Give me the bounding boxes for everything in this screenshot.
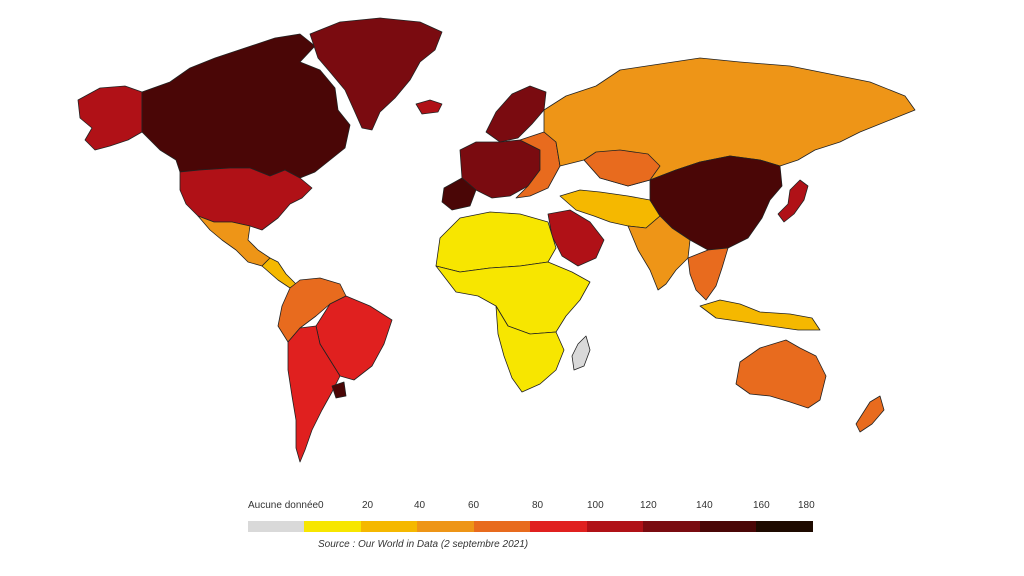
legend-swatch-5 — [586, 521, 643, 532]
region-iberia — [441, 177, 477, 211]
legend-tick-label: 40 — [414, 500, 426, 511]
legend-tick-label: 60 — [468, 500, 480, 511]
legend-swatch-7 — [699, 521, 756, 532]
legend-swatch-8 — [756, 521, 813, 532]
region-uruguay — [331, 381, 347, 399]
region-iceland — [415, 99, 443, 115]
region-indonesia — [699, 299, 821, 331]
legend-swatch-0 — [304, 521, 361, 532]
legend-swatch-6 — [643, 521, 700, 532]
region-scandinavia — [485, 85, 547, 143]
region-north-africa — [435, 211, 557, 273]
region-australia — [735, 339, 827, 409]
region-chile-argentina — [287, 325, 341, 463]
region-kazakhstan — [583, 149, 661, 187]
legend-tick-label: 180 — [798, 500, 815, 511]
region-andes-north — [277, 277, 347, 343]
region-india — [627, 215, 691, 291]
legend-tick-label: 80 — [532, 500, 544, 511]
region-greenland — [309, 17, 443, 131]
legend-swatch-3 — [473, 521, 530, 532]
region-new-zealand — [855, 395, 885, 433]
legend-swatch-no-data — [248, 521, 304, 532]
region-central-america — [261, 257, 297, 289]
region-sub-saharan-africa — [435, 261, 591, 335]
legend-tick-label: 140 — [696, 500, 713, 511]
color-legend: Aucune donnée 0 20 40 60 80 100 120 140 160 180 — [248, 500, 815, 560]
legend-tick-label: 100 — [587, 500, 604, 511]
region-madagascar — [571, 335, 591, 371]
legend-swatch-4 — [530, 521, 587, 532]
legend-tick-label: 0 — [318, 500, 324, 511]
region-usa — [179, 167, 313, 231]
legend-label-no-data: Aucune donnée — [248, 500, 319, 511]
legend-tick-label: 20 — [362, 500, 374, 511]
region-japan — [777, 179, 809, 223]
legend-tick-label: 120 — [640, 500, 657, 511]
legend-swatch-2 — [417, 521, 474, 532]
legend-swatch-1 — [360, 521, 417, 532]
region-southeast-asia — [687, 247, 729, 301]
region-alaska — [77, 85, 143, 151]
legend-bar — [248, 521, 814, 532]
region-arabia — [547, 209, 605, 267]
region-southern-africa — [495, 305, 565, 393]
source-caption: Source : Our World in Data (2 septembre … — [318, 539, 529, 550]
legend-tick-label: 160 — [753, 500, 770, 511]
